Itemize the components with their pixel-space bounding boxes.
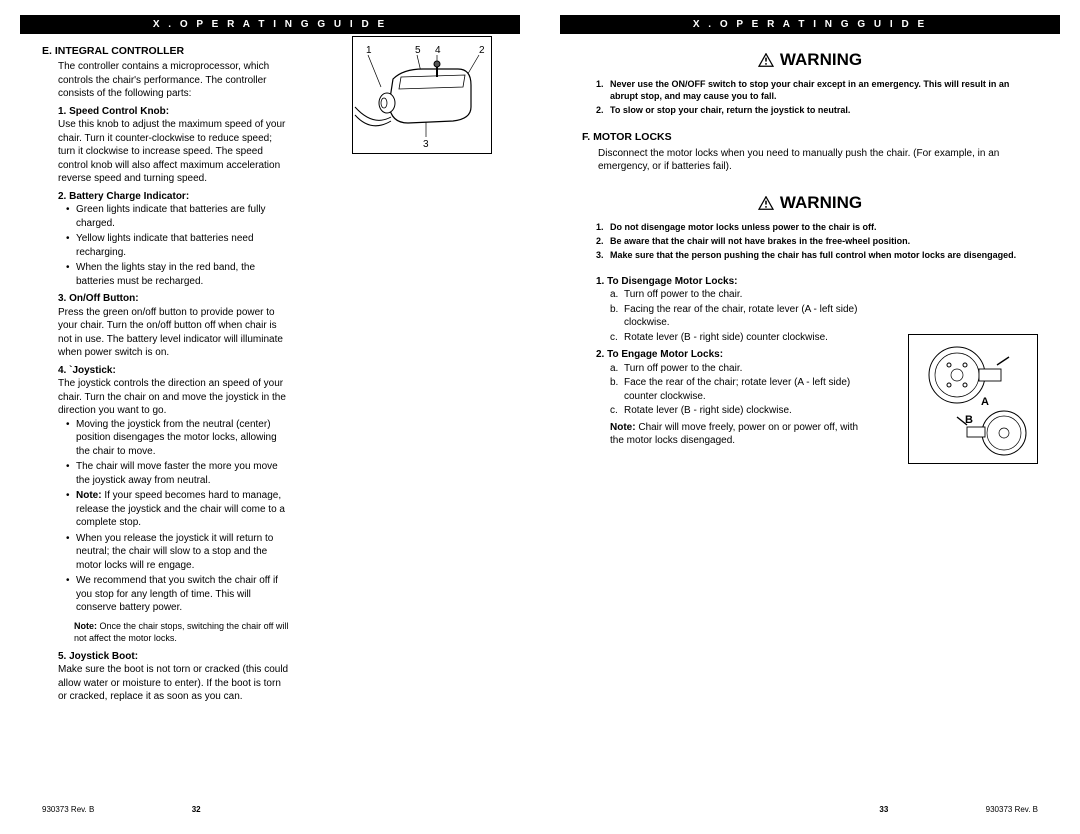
rev-left: 930373 Rev. B	[42, 805, 94, 814]
warning2-heading: WARNING	[780, 192, 862, 215]
warning2-list: 1.Do not disengage motor locks unless po…	[582, 221, 1038, 261]
disengage-steps: a.Turn off power to the chair. b.Facing …	[596, 288, 862, 344]
footer-left: 930373 Rev. B 32	[20, 805, 520, 819]
section-e-title: E. INTEGRAL CONTROLLER	[42, 44, 290, 58]
item4-bullets: Moving the joystick from the neutral (ce…	[58, 418, 290, 615]
rev-right: 930373 Rev. B	[986, 805, 1038, 814]
item4-b4: When you release the joystick it will re…	[66, 532, 290, 573]
item4-b3: Note: If your speed becomes hard to mana…	[66, 489, 290, 530]
item4-text: The joystick controls the direction an s…	[58, 377, 290, 418]
item4-note: Note: Once the chair stops, switching th…	[58, 620, 290, 644]
engage-note: Note: Chair will move freely, power on o…	[596, 421, 862, 448]
item4-b2: The chair will move faster the more you …	[66, 460, 290, 487]
engage-steps: a.Turn off power to the chair. b.Face th…	[596, 362, 862, 418]
warning2: WARNING	[582, 192, 1038, 215]
content-left: 1 5 4 2 3	[20, 34, 520, 805]
item1-title: 1. Speed Control Knob:	[58, 105, 290, 119]
warning1-heading: WARNING	[780, 49, 862, 72]
section-f-text: Disconnect the motor locks when you need…	[582, 147, 1038, 174]
page-right: X . O P E R A T I N G G U I D E WARNING …	[540, 0, 1080, 834]
header-right: X . O P E R A T I N G G U I D E	[560, 15, 1060, 34]
item4-title: 4. `Joystick:	[58, 364, 290, 378]
warning-icon	[758, 196, 774, 210]
item1-text: Use this knob to adjust the maximum spee…	[58, 118, 290, 186]
item2-title: 2. Battery Charge Indicator:	[58, 190, 290, 204]
svg-text:4: 4	[435, 45, 441, 56]
section-e-intro: The controller contains a microprocessor…	[42, 60, 290, 101]
warning-icon	[758, 53, 774, 67]
controller-figure: 1 5 4 2 3	[352, 36, 492, 154]
warning1: WARNING	[582, 49, 1038, 72]
item5-text: Make sure the boot is not torn or cracke…	[58, 663, 290, 704]
item5-title: 5. Joystick Boot:	[58, 650, 290, 664]
svg-text:A: A	[981, 396, 989, 408]
item4-b5: We recommend that you switch the chair o…	[66, 574, 290, 615]
svg-text:3: 3	[423, 139, 429, 150]
item4-b1: Moving the joystick from the neutral (ce…	[66, 418, 290, 459]
content-right: WARNING 1.Never use the ON/OFF switch to…	[560, 34, 1060, 805]
warning1-list: 1.Never use the ON/OFF switch to stop yo…	[582, 78, 1038, 116]
item2-b3: When the lights stay in the red band, th…	[66, 261, 290, 288]
item2-b1: Green lights indicate that batteries are…	[66, 203, 290, 230]
page-left: X . O P E R A T I N G G U I D E 1 5 4 2 …	[0, 0, 540, 834]
svg-text:1: 1	[366, 45, 372, 56]
svg-text:2: 2	[479, 45, 485, 56]
svg-text:5: 5	[415, 45, 421, 56]
section-f-title: F. MOTOR LOCKS	[582, 130, 1038, 144]
svg-text:B: B	[965, 414, 973, 426]
pagenum-left: 32	[192, 805, 201, 814]
item2-b2: Yellow lights indicate that batteries ne…	[66, 232, 290, 259]
engage-title: 2. To Engage Motor Locks:	[596, 348, 862, 362]
header-left: X . O P E R A T I N G G U I D E	[20, 15, 520, 34]
disengage-title: 1. To Disengage Motor Locks:	[596, 275, 862, 289]
item3-title: 3. On/Off Button:	[58, 292, 290, 306]
motor-lock-figure: A B	[908, 334, 1038, 464]
item3-text: Press the green on/off button to provide…	[58, 306, 290, 360]
pagenum-right: 33	[879, 805, 888, 814]
footer-right: 33 930373 Rev. B	[560, 805, 1060, 819]
